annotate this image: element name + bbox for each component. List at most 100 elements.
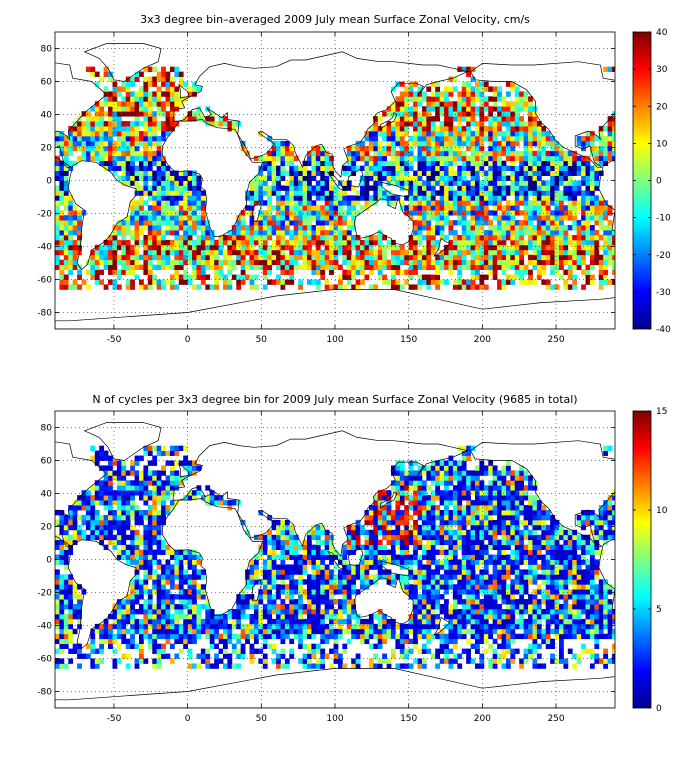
bin-cell — [174, 259, 180, 266]
bin-cell — [554, 205, 560, 211]
bin-cell — [63, 239, 69, 246]
bin-cell — [169, 225, 175, 231]
bin-cell — [603, 150, 609, 157]
bin-cell — [426, 239, 432, 246]
bin-cell — [417, 96, 423, 102]
bin-cell — [200, 215, 206, 221]
bin-cell — [488, 145, 494, 152]
bin-cell — [156, 663, 162, 669]
bin-cell — [183, 234, 189, 241]
bin-cell — [430, 249, 436, 256]
bin-cell — [554, 623, 560, 630]
bin-cell — [607, 244, 613, 251]
bin-cell — [408, 638, 414, 645]
bin-cell — [187, 195, 193, 201]
bin-cell — [603, 234, 609, 241]
bin-cell — [192, 111, 197, 117]
bin-cell — [59, 131, 65, 137]
bin-cell — [289, 269, 295, 275]
bin-cell — [72, 264, 78, 270]
bin-cell — [399, 269, 405, 275]
bin-cell — [134, 249, 140, 256]
bin-cell — [488, 180, 494, 186]
bin-cell — [329, 210, 334, 216]
bin-cell — [63, 613, 69, 620]
bin-cell — [337, 230, 343, 236]
bin-cell — [563, 279, 569, 285]
bin-cell — [112, 116, 118, 122]
bin-cell — [130, 599, 135, 605]
y-tick-label: 60 — [41, 78, 53, 88]
bin-cell — [501, 116, 507, 122]
bin-cell — [572, 613, 578, 620]
bin-cell — [581, 269, 586, 275]
bin-cell — [417, 663, 423, 669]
bin-cell — [112, 663, 118, 669]
bin-cell — [461, 200, 467, 206]
bin-cell — [139, 106, 144, 112]
bin-cell — [130, 210, 135, 216]
bin-cell — [196, 594, 202, 600]
bin-cell — [147, 633, 153, 640]
bin-cell — [240, 599, 246, 605]
bin-cell — [466, 180, 471, 186]
bin-cell — [337, 264, 343, 270]
bin-cell — [541, 145, 547, 152]
bin-cell — [249, 613, 255, 620]
bin-cell — [342, 170, 348, 176]
bin-cell — [85, 643, 91, 649]
bin-cell — [492, 264, 498, 270]
bin-cell — [470, 244, 476, 251]
bin-cell — [497, 180, 502, 186]
bin-cell — [187, 239, 193, 246]
bin-cell — [545, 239, 551, 246]
bin-cell — [567, 170, 573, 176]
bin-cell — [103, 66, 109, 72]
bin-cell — [510, 140, 516, 147]
bin-cell — [333, 230, 339, 236]
bin-cell — [444, 131, 449, 137]
bin-cell — [475, 195, 480, 201]
bin-cell — [399, 155, 405, 162]
bin-cell — [519, 225, 525, 231]
bin-cell — [483, 589, 489, 595]
bin-cell — [289, 613, 295, 620]
bin-cell — [426, 230, 432, 236]
bin-cell — [90, 264, 96, 270]
bin-cell — [452, 76, 458, 82]
bin-cell — [346, 623, 352, 630]
bin-cell — [505, 613, 511, 620]
bin-cell — [94, 81, 100, 87]
bin-cell — [267, 230, 273, 236]
bin-cell — [417, 200, 423, 206]
bin-cell — [461, 613, 467, 620]
bin-cell — [470, 210, 476, 216]
bin-cell — [130, 205, 135, 211]
bin-cell — [452, 609, 458, 615]
bin-cell — [245, 604, 250, 610]
bin-cell — [444, 155, 449, 162]
bin-cell — [514, 225, 520, 231]
bin-cell — [532, 111, 538, 117]
bin-cell — [483, 230, 489, 236]
bin-cell — [351, 210, 357, 216]
bin-cell — [545, 131, 551, 137]
bin-cell — [395, 170, 401, 176]
bin-cell — [346, 254, 352, 261]
bin-cell — [483, 628, 489, 635]
bin-cell — [130, 249, 135, 256]
bin-cell — [351, 274, 357, 280]
bin-cell — [492, 663, 498, 669]
bin-cell — [77, 594, 82, 600]
bin-cell — [77, 648, 82, 654]
bin-cell — [563, 633, 569, 640]
bin-cell — [205, 604, 211, 610]
bin-cell — [408, 628, 414, 635]
bin-cell — [139, 185, 144, 191]
bin-cell — [329, 589, 334, 595]
bin-cell — [421, 259, 427, 266]
bin-cell — [183, 589, 189, 595]
bin-cell — [439, 200, 445, 206]
bin-cell — [125, 663, 131, 669]
bin-cell — [315, 618, 321, 625]
